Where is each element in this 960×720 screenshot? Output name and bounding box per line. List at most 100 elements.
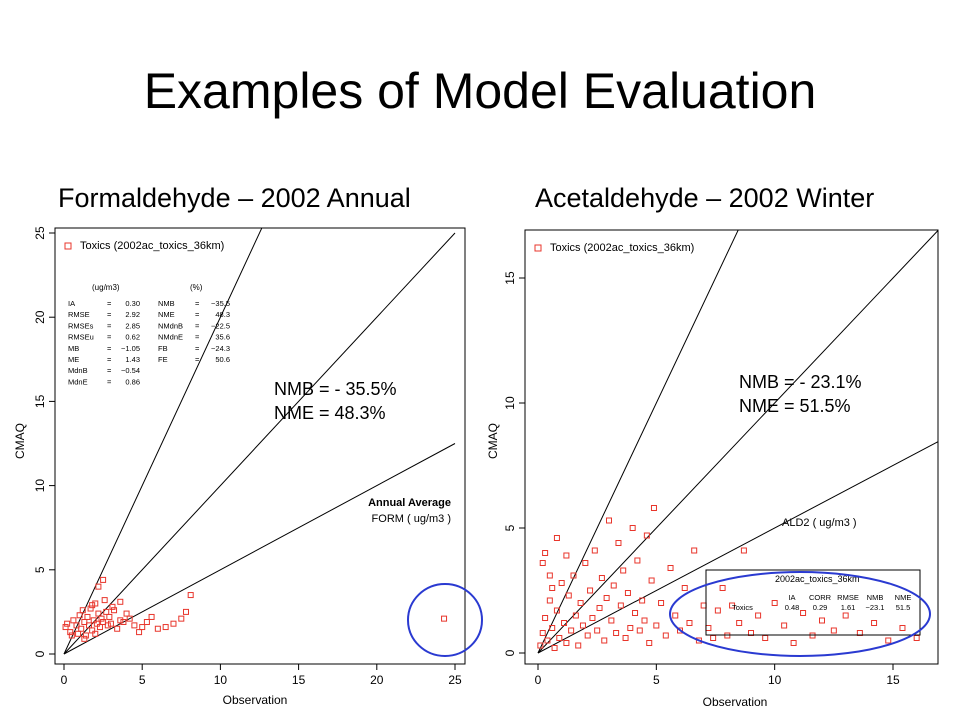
left-data-point	[100, 619, 107, 626]
left-data-point	[78, 625, 85, 632]
right-reference-line	[537, 230, 739, 654]
stats-row-eq: =	[107, 321, 112, 330]
stats-row-value: −0.54	[121, 366, 140, 375]
left-data-point	[90, 617, 97, 624]
left-data-point	[84, 613, 91, 620]
left-data-point	[178, 615, 185, 622]
right-data-point	[539, 630, 546, 636]
right-data-point	[634, 557, 641, 564]
right-legend-label: Toxics (2002ac_toxics_36km)	[550, 242, 694, 254]
right-data-point	[646, 640, 653, 646]
right-data-point	[542, 615, 549, 621]
right-data-point	[579, 622, 586, 629]
left-data-point	[162, 624, 169, 631]
right-data-point	[740, 547, 747, 554]
right-stats-header: RMSE	[837, 593, 859, 602]
left-x-axis-label: Observation	[223, 693, 288, 707]
stats-row-value: 0.30	[125, 299, 140, 308]
left-x-tick-label: 0	[61, 673, 68, 687]
stats-row-value: 2.92	[125, 310, 140, 319]
right-data-point	[553, 607, 560, 614]
stats-row-eq: =	[107, 344, 112, 353]
right-reference-line	[537, 230, 938, 654]
left-reference-line	[63, 443, 456, 655]
left-data-point	[131, 622, 138, 629]
left-x-tick-label: 5	[139, 673, 146, 687]
left-outlier-highlight-circle	[407, 583, 483, 657]
right-data-point	[570, 572, 577, 579]
stats-row-name: NMdnE	[158, 333, 183, 342]
right-data-point	[677, 627, 683, 634]
right-data-point	[620, 567, 627, 574]
left-data-point-outlier	[441, 615, 448, 622]
left-y-tick-label: 0	[33, 650, 47, 657]
right-data-point	[736, 620, 743, 626]
right-data-point	[615, 540, 622, 546]
stats-row-name: FE	[158, 355, 168, 364]
right-data-point	[700, 602, 707, 609]
right-data-point	[596, 605, 603, 611]
right-stats-header: NME	[895, 593, 912, 602]
right-data-point	[589, 615, 596, 621]
stats-row-eq: =	[107, 310, 112, 319]
stats-row-eq: =	[107, 333, 112, 342]
left-data-point	[95, 583, 102, 590]
left-data-point	[82, 632, 89, 639]
left-data-point	[86, 622, 93, 629]
right-data-point	[653, 622, 660, 629]
right-chart-subtitle: Acetaldehyde – 2002 Winter	[535, 183, 875, 213]
right-data-point	[594, 627, 601, 634]
left-y-tick-label: 10	[33, 479, 47, 493]
left-x-tick-label: 10	[214, 673, 228, 687]
left-annotation-line2: FORM ( ug/m3 )	[372, 513, 451, 525]
right-data-point	[639, 597, 646, 604]
stats-row-name: RMSE	[68, 310, 90, 319]
right-data-point	[544, 637, 551, 644]
left-data-point	[92, 600, 99, 607]
left-data-point	[68, 632, 75, 639]
left-data-point	[79, 607, 86, 614]
right-data-point	[542, 550, 549, 556]
left-y-tick-label: 20	[33, 310, 47, 324]
stats-row-eq: =	[195, 355, 200, 364]
left-data-point	[117, 617, 124, 624]
left-data-point	[81, 635, 88, 642]
right-data-point	[546, 597, 553, 604]
stats-row-eq: =	[107, 366, 112, 375]
left-plot-frame	[54, 227, 466, 665]
right-x-tick-label: 0	[535, 673, 542, 687]
left-data-point	[136, 629, 143, 636]
right-data-point	[913, 635, 920, 641]
left-reference-line	[63, 228, 263, 655]
right-data-point	[591, 547, 598, 554]
left-data-point	[187, 592, 194, 599]
left-data-point	[89, 627, 96, 634]
stats-row-name: MB	[68, 344, 79, 353]
left-data-point	[106, 613, 113, 620]
stats-row-eq: =	[107, 299, 112, 308]
left-annotation-line1: Annual Average	[368, 497, 451, 509]
right-x-axis-label: Observation	[703, 695, 768, 709]
right-data-point	[577, 600, 584, 606]
right-data-point	[800, 610, 807, 616]
stats-row-eq: =	[107, 355, 112, 364]
right-data-point	[658, 600, 665, 606]
right-data-point	[537, 642, 544, 649]
right-data-point	[755, 612, 762, 619]
left-data-point	[75, 630, 82, 637]
left-data-point	[139, 624, 146, 631]
right-data-point	[568, 627, 575, 634]
right-data-point	[553, 535, 560, 541]
right-data-point	[762, 635, 769, 641]
right-data-point	[705, 625, 712, 631]
right-data-point	[572, 612, 579, 619]
left-y-tick-label: 15	[33, 394, 47, 408]
right-data-point	[617, 602, 624, 609]
right-data-point	[584, 632, 591, 639]
left-data-point	[109, 603, 116, 610]
right-stats-box	[705, 569, 921, 636]
right-data-point	[610, 582, 617, 589]
right-data-point	[648, 577, 655, 584]
right-callout-nme: NME = 51.5%	[739, 396, 851, 416]
stats-row-value: −1.05	[121, 344, 140, 353]
